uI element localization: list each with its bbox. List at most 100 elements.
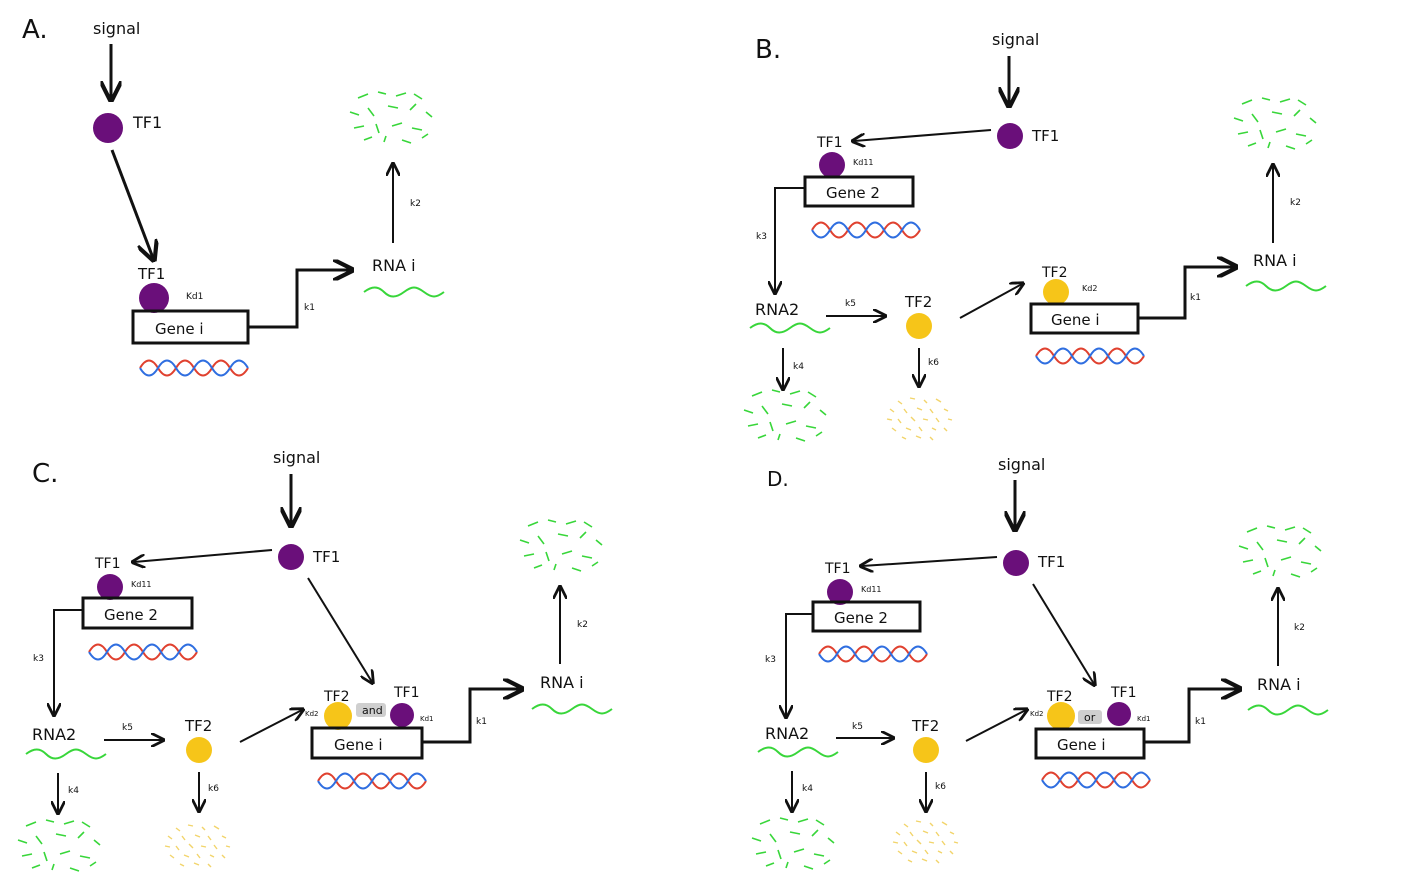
k3-label: k3 <box>756 232 767 242</box>
tf2-protein <box>913 737 939 763</box>
rna-i-label: RNA i <box>540 673 584 692</box>
panel-a: A. signal TF1 TF1 Kd1 Gene i k1 RNA i k2 <box>22 15 445 377</box>
tf1-protein <box>93 113 123 143</box>
panel-b: B. signal TF1 TF1 Kd11 Gene 2 k3 RNA2 k4… <box>743 30 1327 442</box>
tf1-label: TF1 <box>1031 127 1059 145</box>
degraded-rna-i <box>519 519 603 572</box>
rna-i-wave <box>1245 280 1327 292</box>
tf1-protein <box>278 544 304 570</box>
gene-2-box <box>81 596 194 630</box>
tf1-bound-protein <box>139 283 169 313</box>
tf1-to-gene2-arrow <box>862 556 998 566</box>
gene-2-box <box>803 175 915 208</box>
transcription-arrow <box>422 689 520 744</box>
rna2-wave <box>757 746 839 758</box>
kd11-label: Kd11 <box>861 585 882 594</box>
tf2-label: TF2 <box>911 717 939 735</box>
tf1-gene-label: TF1 <box>1110 685 1137 701</box>
tf1-label: TF1 <box>1037 553 1065 571</box>
k5-label: k5 <box>852 722 863 732</box>
degraded-rna <box>349 91 433 144</box>
k2-label: k2 <box>410 199 421 209</box>
k1-label: k1 <box>1190 293 1201 303</box>
transcription-arrow <box>1138 267 1234 320</box>
signal-label: signal <box>998 455 1045 474</box>
rna2-wave <box>749 322 831 334</box>
tf1-protein <box>997 123 1023 149</box>
tf1-bound-label: TF1 <box>824 561 851 577</box>
k6-label: k6 <box>935 782 946 792</box>
gene2-transcription-arrow <box>786 613 813 716</box>
kd2-label: Kd2 <box>305 710 319 718</box>
degraded-rna2 <box>743 389 827 442</box>
kd1-label: Kd1 <box>420 715 434 723</box>
dna-strand-gene-i <box>1035 347 1145 365</box>
gene-i-label: Gene i <box>334 736 383 754</box>
tf1-protein <box>1003 550 1029 576</box>
k5-label: k5 <box>845 299 856 309</box>
tf2-bound-protein <box>324 702 352 730</box>
panel-label: D. <box>767 467 789 491</box>
rna-i-wave <box>1247 704 1329 716</box>
dna-strand-gene2 <box>818 645 928 663</box>
panel-label: C. <box>32 459 58 489</box>
gene-i-label: Gene i <box>1051 311 1100 329</box>
dna-strand-gene2 <box>88 643 198 661</box>
tf2-bound-protein <box>1047 702 1075 730</box>
tf1-bound-protein <box>827 579 853 605</box>
gene2-transcription-arrow <box>775 187 805 292</box>
tf1-label: TF1 <box>312 548 340 566</box>
rna2-label: RNA2 <box>765 724 809 743</box>
signal-label: signal <box>992 30 1039 49</box>
k4-label: k4 <box>802 784 813 794</box>
tf2-binding-arrow <box>959 284 1022 319</box>
tf1-label: TF1 <box>132 113 162 132</box>
tf1-gene-label: TF1 <box>393 685 420 701</box>
panel-label: B. <box>755 35 781 65</box>
degraded-tf2 <box>164 824 231 868</box>
degraded-rna2 <box>17 819 101 872</box>
gene2-transcription-arrow <box>54 609 83 714</box>
logic-badge <box>356 703 386 717</box>
gene-i-label: Gene i <box>1057 736 1106 754</box>
tf2-label: TF2 <box>184 717 212 735</box>
logic-label: or <box>1084 711 1096 724</box>
k5-label: k5 <box>122 723 133 733</box>
tf2-bound-label: TF2 <box>1046 689 1073 705</box>
k6-label: k6 <box>928 358 939 368</box>
gene-2-box <box>811 600 922 633</box>
rna-i-label: RNA i <box>1253 251 1297 270</box>
k1-label: k1 <box>304 303 315 313</box>
k1-label: k1 <box>476 717 487 727</box>
tf1-to-gene2-arrow <box>854 129 992 141</box>
rna2-label: RNA2 <box>755 300 799 319</box>
k3-label: k3 <box>33 654 44 664</box>
k4-label: k4 <box>793 362 804 372</box>
dna-strand <box>139 359 249 377</box>
gene-2-label: Gene 2 <box>826 184 880 202</box>
tf1-to-gene-i-arrow <box>307 577 372 682</box>
rna-i-wave <box>363 286 445 298</box>
rna-i-label: RNA i <box>1257 675 1301 694</box>
degraded-rna-i <box>1238 525 1322 578</box>
rna-i-label: RNA i <box>372 256 416 275</box>
tf2-protein <box>186 737 212 763</box>
gene-2-label: Gene 2 <box>104 606 158 624</box>
tf2-bound-protein <box>1043 279 1069 305</box>
tf1-to-gene2-arrow <box>134 549 273 562</box>
gene-2-label: Gene 2 <box>834 609 888 627</box>
tf1-bound-protein <box>97 574 123 600</box>
tf1-bound-label: TF1 <box>137 265 165 283</box>
kd2-label: Kd2 <box>1030 710 1044 718</box>
tf2-binding-arrow <box>239 710 302 743</box>
tf1-gene-protein <box>390 703 414 727</box>
tf2-binding-arrow <box>965 710 1026 742</box>
degraded-tf2 <box>892 820 959 864</box>
tf2-label: TF2 <box>904 293 932 311</box>
k2-label: k2 <box>577 620 588 630</box>
logic-badge <box>1078 710 1102 724</box>
tf1-gene-protein <box>1107 702 1131 726</box>
k2-label: k2 <box>1294 623 1305 633</box>
dna-strand-gene2 <box>811 221 921 239</box>
